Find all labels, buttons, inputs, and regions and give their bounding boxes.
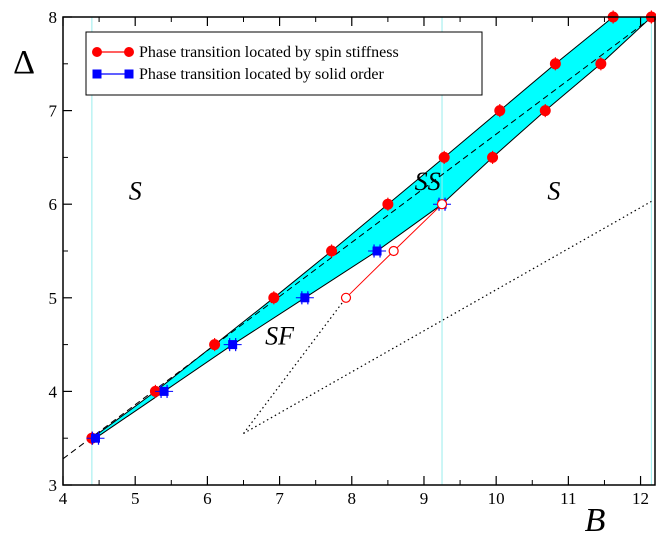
dotted-line [243,200,652,435]
data-point-circle [382,198,394,210]
series-group [86,10,656,445]
data-point-square [300,293,310,303]
legend-box [85,31,483,96]
x-tick-label: 10 [488,489,505,508]
x-tick-label: 4 [59,489,68,508]
data-point-square [228,340,238,350]
x-tick-label: 6 [203,489,212,508]
y-tick-label: 3 [49,476,58,495]
data-point-circle [326,245,338,257]
x-tick-label: 5 [131,489,140,508]
x-axis-title: B [585,502,606,537]
y-tick-label: 6 [49,195,58,214]
x-tick-label: 7 [275,489,284,508]
data-point-open-circle [436,199,448,210]
data-point-circle [595,58,607,70]
data-point-circle [494,105,506,117]
data-point-square [372,246,382,256]
region-label: S [129,177,142,206]
y-axis-title: Δ [13,44,35,81]
region-lower-boundary [95,17,652,439]
region-label: SS [415,167,441,196]
legend-label: Phase transition located by solid order [139,66,385,83]
region-label: S [547,177,560,206]
legend-marker-circle [124,47,134,57]
legend [85,31,483,96]
data-point-circle [549,58,561,70]
data-point-open-circle [340,292,352,303]
y-tick-label: 8 [49,8,58,27]
x-tick-label: 8 [348,489,357,508]
data-point-circle [268,292,280,304]
legend-marker-square [92,69,102,79]
data-point-circle [539,105,551,117]
data-point-open-circle [388,245,399,257]
region-label: SF [265,322,295,351]
legend-label: Phase transition located by spin stiffne… [139,44,399,61]
x-tick-label: 12 [632,489,649,508]
data-point-circle [487,151,499,163]
data-point-square [90,433,100,443]
data-point-square [159,386,169,396]
series-group [340,199,448,303]
y-tick-label: 5 [49,289,58,308]
dotted-line [243,297,347,434]
legend-marker-square [124,69,134,79]
y-tick-label: 4 [49,382,58,401]
data-point-circle [438,151,450,163]
data-point-circle [209,339,221,351]
y-tick-label: 7 [49,102,58,121]
x-tick-label: 11 [560,489,576,508]
x-tick-label: 9 [420,489,429,508]
legend-marker-circle [92,47,102,57]
